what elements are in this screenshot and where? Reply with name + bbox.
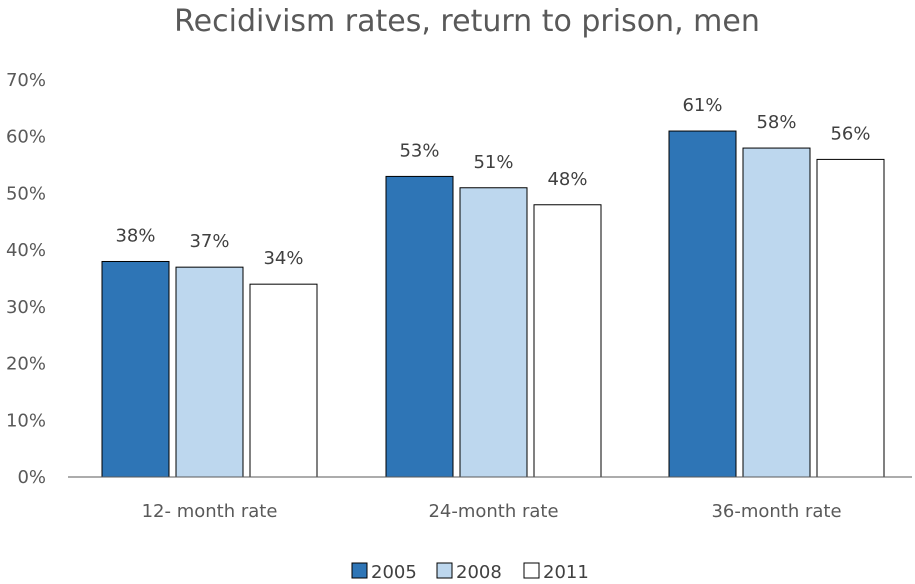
data-label: 61% — [682, 95, 722, 116]
data-label: 53% — [399, 140, 439, 161]
data-label: 58% — [756, 112, 796, 133]
bar-2011-3 — [816, 158, 885, 478]
bar-2005-3 — [668, 130, 737, 478]
legend-swatch-2011 — [523, 562, 540, 579]
chart-title: Recidivism rates, return to prison, men — [174, 4, 760, 39]
data-label: 48% — [547, 169, 587, 190]
y-tick-label: 10% — [6, 410, 46, 431]
y-tick-label: 70% — [6, 70, 46, 91]
y-tick-label: 60% — [6, 127, 46, 148]
legend-swatch-2008 — [436, 562, 453, 579]
data-label: 51% — [473, 152, 513, 173]
legend-label: 2005 — [371, 562, 417, 583]
data-label: 37% — [189, 231, 229, 252]
legend-label: 2011 — [543, 562, 589, 583]
data-label: 38% — [115, 225, 155, 246]
bar-2008-2 — [459, 187, 528, 478]
legend-label: 2008 — [456, 562, 502, 583]
bar-2005-1 — [101, 260, 170, 478]
bar-2011-1 — [249, 283, 318, 478]
y-tick-label: 50% — [6, 183, 46, 204]
data-label: 34% — [263, 248, 303, 269]
y-tick-label: 30% — [6, 297, 46, 318]
y-axis: 0% 10% 20% 30% 40% 50% 60% 70% — [6, 70, 46, 488]
category-labels: 12- month rate 24-month rate 36-month rate — [142, 501, 842, 522]
bar-2011-2 — [533, 204, 602, 478]
bar-2008-1 — [175, 266, 244, 478]
data-label: 56% — [830, 123, 870, 144]
bar-2005-2 — [385, 175, 454, 478]
category-label: 36-month rate — [711, 501, 841, 522]
bars — [101, 130, 885, 478]
bar-2008-3 — [742, 147, 811, 478]
legend: 2005 2008 2011 — [351, 562, 589, 583]
data-labels: 38% 37% 34% 53% 51% 48% 61% 58% 56% — [115, 95, 870, 269]
y-tick-label: 40% — [6, 240, 46, 261]
legend-swatch-2005 — [351, 562, 368, 579]
y-tick-label: 0% — [17, 467, 46, 488]
category-label: 24-month rate — [428, 501, 558, 522]
category-label: 12- month rate — [142, 501, 278, 522]
y-tick-label: 20% — [6, 354, 46, 375]
